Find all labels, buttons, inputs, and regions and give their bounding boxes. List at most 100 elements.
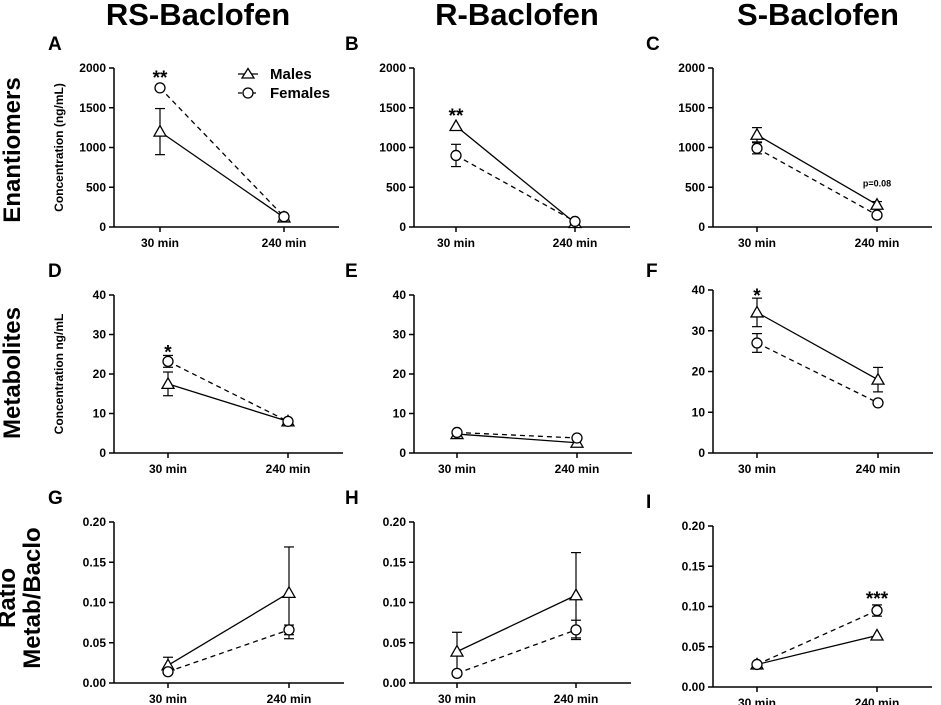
series-males bbox=[749, 628, 885, 670]
legend-males-label: Males bbox=[270, 66, 312, 83]
panel-letter: C bbox=[646, 34, 660, 55]
x-tick-label: 240 min bbox=[267, 692, 312, 705]
y-tick-label: 0.05 bbox=[383, 636, 407, 650]
series-males bbox=[749, 297, 886, 393]
data-point-triangle bbox=[749, 127, 765, 140]
y-tick-label: 1000 bbox=[379, 141, 406, 155]
panel-letter: D bbox=[48, 261, 62, 282]
row-title-metab-baclo: Metab/Baclo bbox=[19, 527, 46, 668]
data-point-circle bbox=[450, 149, 462, 162]
data-point-triangle bbox=[449, 644, 465, 657]
y-tick-label: 0.00 bbox=[383, 676, 407, 690]
y-tick-label: 20 bbox=[93, 367, 107, 381]
x-tick-label: 30 min bbox=[437, 236, 475, 250]
y-tick-label: 0 bbox=[399, 446, 406, 460]
x-tick-label: 30 min bbox=[738, 462, 776, 476]
data-point-triangle bbox=[448, 118, 464, 132]
y-axis-label: Concentration ng/mL bbox=[52, 314, 66, 435]
y-tick-label: 0.00 bbox=[682, 680, 706, 694]
series-females bbox=[751, 142, 883, 221]
legend-circle-icon bbox=[242, 87, 254, 99]
panel-e: E 0 10 20 30 40 30 min 240 min bbox=[345, 261, 632, 476]
data-point-circle bbox=[162, 355, 174, 368]
legend-triangle-icon bbox=[240, 67, 256, 79]
x-tick-label: 30 min bbox=[149, 462, 187, 476]
series-females bbox=[162, 624, 295, 678]
column-title-s-baclofen: S-Baclofen bbox=[737, 0, 899, 32]
legend-females-label: Females bbox=[270, 85, 330, 102]
data-point-triangle bbox=[152, 124, 168, 137]
panel-letter: A bbox=[48, 34, 62, 55]
series-males bbox=[749, 127, 885, 210]
x-tick-label: 240 min bbox=[856, 462, 901, 476]
panel-letter: E bbox=[345, 261, 358, 282]
y-tick-label: 0 bbox=[698, 220, 705, 234]
data-point-triangle bbox=[869, 197, 885, 210]
x-tick-label: 30 min bbox=[141, 236, 179, 250]
data-point-circle bbox=[570, 624, 582, 636]
x-tick-label: 30 min bbox=[438, 462, 476, 476]
y-tick-label: 0 bbox=[99, 220, 106, 234]
y-tick-label: 10 bbox=[393, 407, 407, 421]
data-point-circle bbox=[751, 658, 763, 671]
y-tick-label: 30 bbox=[393, 328, 407, 342]
y-tick-label: 0.20 bbox=[682, 519, 706, 533]
series-line-females bbox=[159, 87, 285, 218]
panel-letter: F bbox=[646, 261, 658, 282]
data-point-circle bbox=[154, 82, 166, 94]
y-tick-label: 0.10 bbox=[682, 600, 706, 614]
y-tick-label: 0.00 bbox=[83, 676, 107, 690]
x-tick-label: 240 min bbox=[855, 696, 900, 705]
legend: Males Females bbox=[238, 66, 330, 102]
y-tick-label: 2000 bbox=[79, 61, 106, 75]
data-point-triangle bbox=[160, 376, 176, 390]
x-tick-label: 30 min bbox=[149, 692, 187, 705]
data-point-circle bbox=[451, 426, 463, 439]
y-tick-label: 1500 bbox=[678, 101, 705, 115]
panel-letter: I bbox=[646, 492, 651, 513]
data-point-triangle bbox=[281, 585, 297, 598]
y-tick-label: 20 bbox=[393, 367, 407, 381]
y-tick-label: 0 bbox=[399, 220, 406, 234]
data-point-circle bbox=[751, 337, 763, 349]
y-tick-label: 0.20 bbox=[383, 515, 407, 529]
x-tick-label: 30 min bbox=[738, 696, 776, 705]
y-tick-label: 1000 bbox=[79, 141, 106, 155]
row-title-metabolites: Metabolites bbox=[0, 307, 26, 439]
y-tick-label: 0.05 bbox=[682, 640, 706, 654]
panel-d: D 0 10 20 30 40 30 min 240 min Concentration ng/… bbox=[48, 261, 343, 476]
x-tick-label: 240 min bbox=[266, 462, 311, 476]
row-titles: Enantiomers Metabolites Ratio Metab/Bacl… bbox=[0, 77, 46, 668]
significance-marker: *** bbox=[866, 589, 889, 610]
y-tick-label: 40 bbox=[93, 288, 107, 302]
series-line-females bbox=[167, 360, 289, 422]
series-line-females bbox=[756, 609, 878, 666]
series-line-males bbox=[167, 592, 290, 666]
series-females bbox=[751, 333, 884, 409]
y-tick-label: 0.10 bbox=[83, 596, 107, 610]
data-point-circle bbox=[871, 604, 883, 617]
series-males bbox=[160, 371, 296, 427]
series-males bbox=[448, 118, 583, 229]
y-tick-label: 0.05 bbox=[83, 636, 107, 650]
panel-letter: G bbox=[48, 488, 63, 509]
data-point-triangle bbox=[869, 628, 885, 641]
y-tick-label: 1500 bbox=[379, 101, 406, 115]
series-line-males bbox=[756, 634, 878, 666]
y-tick-label: 1000 bbox=[678, 141, 705, 155]
panel-g: G 0.00 0.05 0.10 0.15 0.20 30 min 240 min bbox=[48, 488, 344, 705]
panel-i: I 0.00 0.05 0.10 0.15 0.20 30 min 240 min *** bbox=[646, 492, 932, 705]
y-tick-label: 20 bbox=[692, 365, 706, 379]
y-tick-label: 0.15 bbox=[682, 559, 706, 573]
data-point-triangle bbox=[870, 372, 886, 385]
row-title-enantiomers: Enantiomers bbox=[0, 77, 26, 222]
x-tick-label: 30 min bbox=[438, 692, 476, 705]
series-line-females bbox=[756, 342, 879, 404]
series-line-males bbox=[456, 433, 578, 444]
y-tick-label: 0.15 bbox=[383, 555, 407, 569]
data-point-triangle bbox=[749, 305, 765, 318]
panel-b: B 0 500 1000 1500 2000 30 min 240 min ** bbox=[345, 34, 630, 250]
data-point-circle bbox=[162, 666, 174, 678]
series-males bbox=[160, 546, 297, 674]
